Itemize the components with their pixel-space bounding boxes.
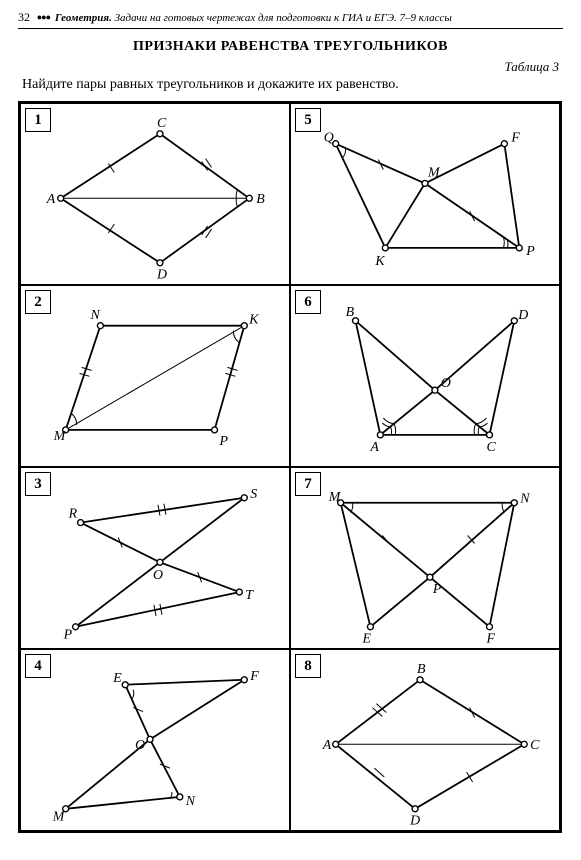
cell-8: 8 A B C — [290, 649, 560, 831]
cell-number: 2 — [25, 290, 51, 314]
svg-text:S: S — [250, 487, 257, 502]
cell-5: 5 — [290, 103, 560, 285]
svg-text:D: D — [409, 814, 420, 829]
svg-text:F: F — [510, 131, 520, 146]
svg-text:M: M — [52, 810, 66, 825]
svg-text:M: M — [328, 490, 342, 505]
svg-text:R: R — [68, 507, 78, 522]
svg-text:A: A — [369, 440, 379, 455]
figure-5: Q F M K P — [291, 104, 559, 285]
task-text: Найдите пары равных треугольников и дока… — [22, 77, 563, 93]
header-bullets: ●●● — [37, 12, 50, 22]
figure-7: M N P E F — [291, 468, 559, 649]
figure-6: B D O A C — [291, 286, 559, 467]
svg-text:C: C — [487, 440, 497, 455]
table-label: Таблица 3 — [18, 59, 559, 75]
svg-text:F: F — [486, 632, 496, 647]
svg-text:N: N — [519, 492, 530, 507]
svg-text:O: O — [441, 376, 451, 391]
cell-number: 7 — [295, 472, 321, 496]
svg-text:C: C — [157, 116, 167, 131]
figure-2: N K M P — [21, 286, 289, 467]
cell-3: 3 R S — [20, 467, 290, 649]
cell-4: 4 E F O — [20, 649, 290, 831]
cell-6: 6 — [290, 285, 560, 467]
section-title: ПРИЗНАКИ РАВЕНСТВА ТРЕУГОЛЬНИКОВ — [18, 39, 563, 55]
svg-text:C: C — [530, 738, 540, 753]
svg-text:T: T — [245, 588, 254, 603]
svg-text:B: B — [417, 662, 426, 677]
cell-2: 2 N K M — [20, 285, 290, 467]
book-title: Геометрия. — [55, 12, 112, 24]
cell-number: 3 — [25, 472, 51, 496]
cell-number: 4 — [25, 654, 51, 678]
cell-7: 7 M N P — [290, 467, 560, 649]
svg-text:K: K — [374, 254, 385, 269]
svg-text:D: D — [517, 308, 528, 323]
page: 32 ●●● Геометрия. Задачи на готовых черт… — [0, 0, 581, 860]
svg-text:O: O — [153, 568, 163, 583]
figure-3: R S O P T — [21, 468, 289, 649]
svg-text:P: P — [432, 582, 442, 597]
figure-1: A C B D — [21, 104, 289, 285]
svg-text:A: A — [322, 738, 332, 753]
cell-number: 5 — [295, 108, 321, 132]
svg-text:P: P — [63, 628, 73, 643]
svg-text:M: M — [427, 165, 441, 180]
svg-text:B: B — [256, 192, 265, 207]
svg-text:F: F — [249, 669, 259, 684]
cell-1: 1 — [20, 103, 290, 285]
figure-grid: 1 — [18, 101, 562, 833]
svg-text:N: N — [89, 308, 100, 323]
header-rest: Задачи на готовых чертежах для подготовк… — [112, 12, 452, 24]
page-number: 32 — [18, 10, 30, 24]
svg-text:K: K — [248, 313, 259, 328]
svg-text:M: M — [53, 429, 67, 444]
svg-text:P: P — [525, 244, 535, 259]
svg-text:D: D — [156, 268, 167, 283]
figure-4: E F O M N — [21, 650, 289, 831]
svg-text:B: B — [346, 305, 355, 320]
svg-text:O: O — [135, 738, 145, 753]
figure-8: A B C D — [291, 650, 559, 831]
cell-number: 1 — [25, 108, 51, 132]
svg-text:E: E — [112, 671, 122, 686]
svg-text:E: E — [361, 632, 371, 647]
svg-text:N: N — [185, 794, 196, 809]
svg-text:Q: Q — [324, 131, 334, 146]
cell-number: 8 — [295, 654, 321, 678]
page-header: 32 ●●● Геометрия. Задачи на готовых черт… — [18, 10, 563, 29]
svg-text:P: P — [218, 434, 228, 449]
svg-text:A: A — [46, 192, 56, 207]
cell-number: 6 — [295, 290, 321, 314]
